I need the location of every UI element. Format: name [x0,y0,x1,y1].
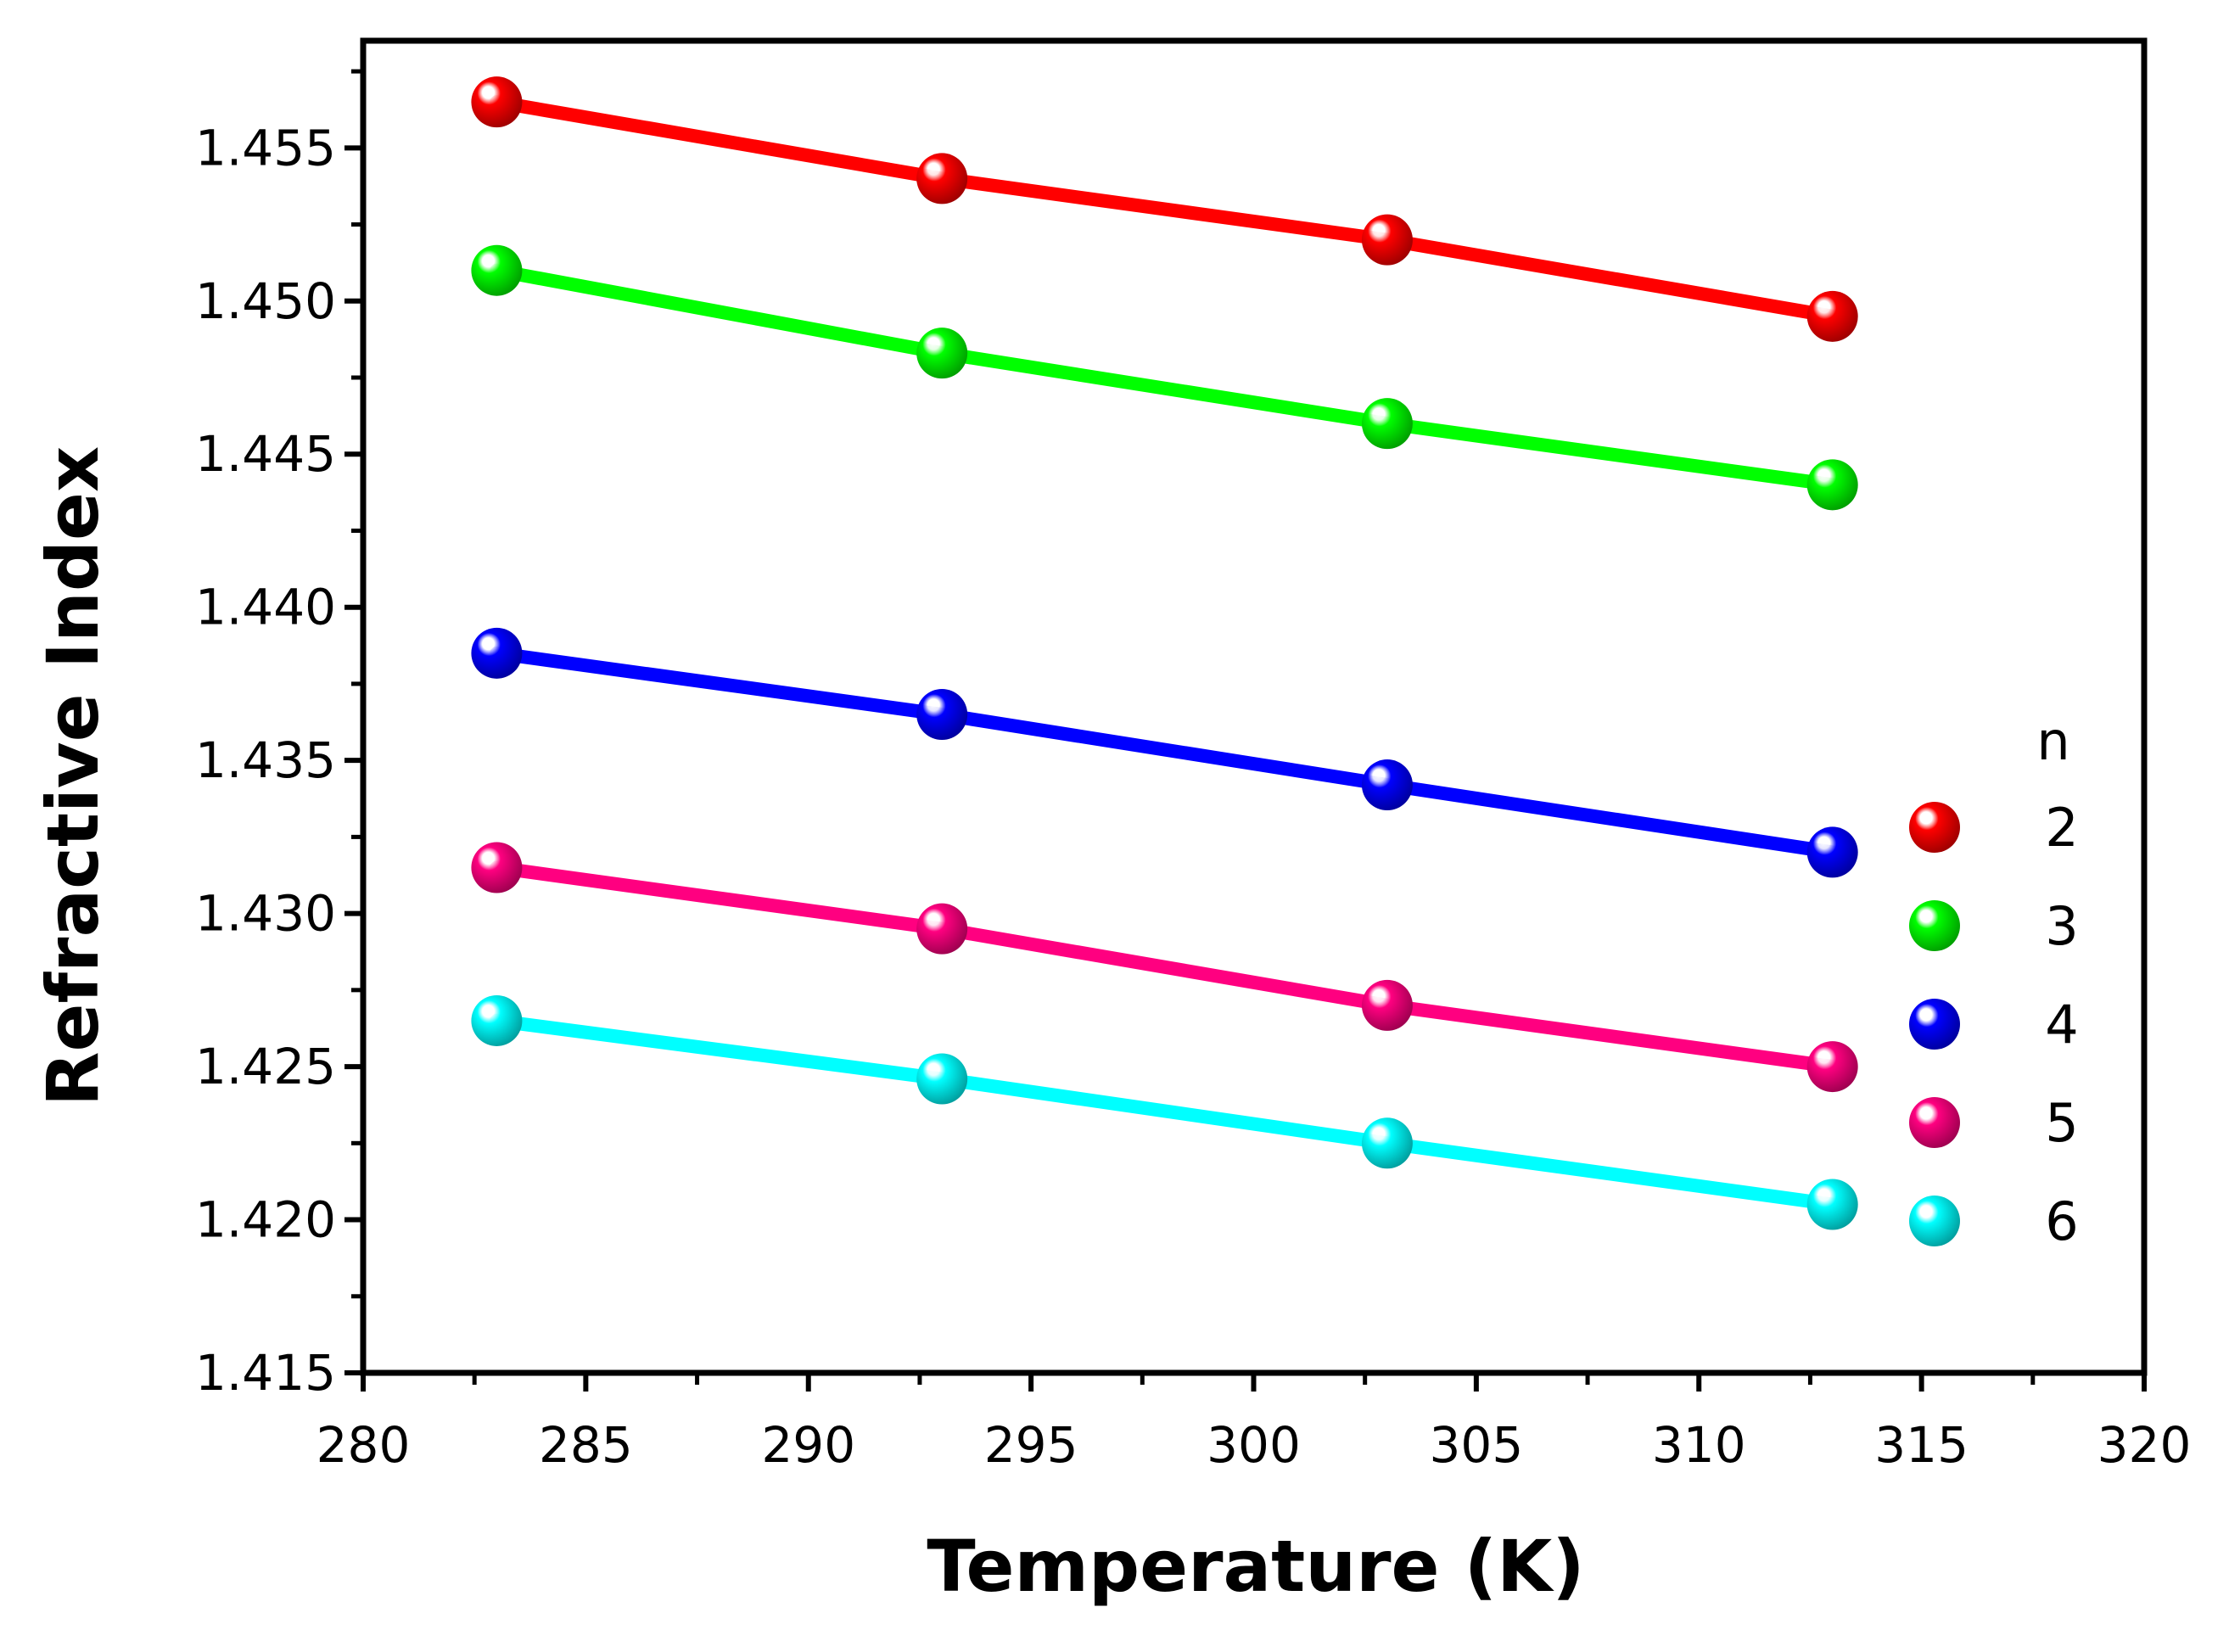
y-axis-title: Refractive Index [31,446,115,1106]
legend-label: 5 [2045,1092,2078,1154]
data-point [1806,1179,1858,1230]
x-axis-title: Temperature (K) [927,1525,1584,1608]
data-point [1806,1041,1858,1093]
data-point [1806,290,1858,342]
data-point [471,244,523,296]
data-point [1361,759,1413,811]
data-point [1361,214,1413,266]
x-tick-label: 295 [984,1416,1078,1474]
legend-marker [1909,802,1960,853]
y-tick-label: 1.440 [195,579,336,636]
y-tick-label: 1.415 [195,1344,336,1402]
data-point [916,328,968,379]
legend-marker [1909,900,1960,951]
series-line [490,95,1840,323]
data-point [471,76,523,128]
x-tick-label: 285 [539,1416,633,1474]
series-5 [471,842,1858,1093]
data-point [916,689,968,741]
legend-label: 6 [2045,1190,2078,1252]
plot-frame [360,37,2148,1376]
series-line [490,646,1840,860]
legend-item-4: 4 [1909,994,2079,1056]
data-point [471,842,523,893]
data-point [916,1053,968,1105]
legend-item-3: 3 [1909,895,2079,957]
legend-marker [1909,1097,1960,1148]
y-tick-label: 1.425 [195,1038,336,1095]
legend-label: 3 [2045,895,2078,957]
legend: n 2 3 4 5 6 [1909,710,2079,1252]
x-tick-label: 290 [761,1416,855,1474]
y-axis-ticks: 1.415 1.420 1.425 1.430 1.435 1.440 1.445 1.450… [195,69,363,1402]
legend-label: 4 [2045,994,2078,1056]
legend-marker [1909,1196,1960,1246]
legend-label: 2 [2045,797,2078,859]
data-point [471,627,523,679]
series-2 [471,76,1858,342]
x-tick-label: 315 [1874,1416,1969,1474]
data-point [916,153,968,204]
y-tick-label: 1.450 [195,272,336,330]
legend-item-6: 6 [1909,1190,2079,1252]
data-point [1361,979,1413,1031]
legend-item-2: 2 [1909,797,2079,859]
plot-series [471,76,1858,1230]
legend-item-5: 5 [1909,1092,2079,1154]
series-line [490,263,1840,492]
data-point [471,994,523,1046]
x-tick-label: 300 [1207,1416,1301,1474]
y-tick-label: 1.435 [195,731,336,789]
legend-marker [1909,999,1960,1050]
x-tick-label: 320 [2097,1416,2192,1474]
y-tick-label: 1.455 [195,119,336,176]
x-tick-label: 310 [1652,1416,1746,1474]
data-point [1806,459,1858,511]
series-3 [471,244,1858,511]
x-tick-label: 305 [1430,1416,1524,1474]
series-4 [471,627,1858,878]
series-line [490,1013,1840,1212]
series-6 [471,994,1858,1230]
y-tick-label: 1.445 [195,425,336,483]
data-point [1361,1117,1413,1169]
y-tick-label: 1.420 [195,1191,336,1249]
data-point [916,903,968,955]
y-tick-label: 1.430 [195,885,336,943]
data-point [1806,826,1858,878]
x-tick-label: 280 [316,1416,411,1474]
series-line [490,860,1840,1074]
legend-title: n [2036,710,2069,772]
axes [360,37,2148,1376]
data-point [1361,398,1413,450]
x-axis-ticks: 280 285 290 295 300 305 310 315 320 [316,1373,2192,1474]
